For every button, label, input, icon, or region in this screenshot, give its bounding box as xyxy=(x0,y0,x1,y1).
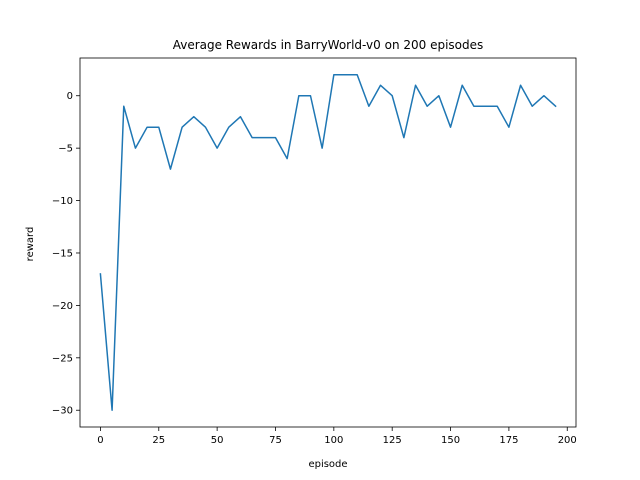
x-tick-label: 100 xyxy=(324,435,343,446)
y-tick-label: −5 xyxy=(58,144,73,155)
y-axis-label: reward xyxy=(25,227,36,262)
chart-title: Average Rewards in BarryWorld-v0 on 200 … xyxy=(173,38,484,52)
y-tick-label: −20 xyxy=(52,301,73,312)
x-tick-label: 150 xyxy=(441,435,460,446)
y-tick-label: −15 xyxy=(52,248,73,259)
y-tick-label: −30 xyxy=(52,406,73,417)
x-tick-label: 25 xyxy=(152,435,165,446)
series-line-0 xyxy=(99,74,557,411)
plot-frame xyxy=(79,57,577,428)
x-tick-label: 75 xyxy=(269,435,282,446)
x-tick-label: 50 xyxy=(211,435,224,446)
y-tick-label: −10 xyxy=(52,196,73,207)
x-tick-label: 0 xyxy=(97,435,103,446)
x-axis-label: episode xyxy=(308,459,347,470)
x-tick-label: 175 xyxy=(499,435,518,446)
x-tick-label: 125 xyxy=(383,435,402,446)
x-tick-label: 200 xyxy=(558,435,577,446)
y-tick-label: −25 xyxy=(52,353,73,364)
series-layer xyxy=(99,74,557,411)
axes-layer: 0 25 50 75 100 125 150 175 200 −30 −25 −20 −15 −10 −5 0 xyxy=(52,57,577,446)
y-tick-label: 0 xyxy=(67,91,73,102)
